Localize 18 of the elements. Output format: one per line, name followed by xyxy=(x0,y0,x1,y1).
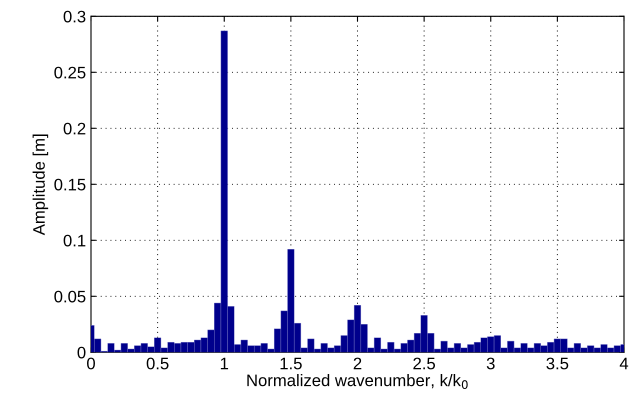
y-axis-title: Amplitude [m] xyxy=(32,134,48,236)
y-tick-label: 0.3 xyxy=(64,10,86,23)
x-tick-label: 2 xyxy=(354,358,362,370)
y-tick-label: 0.05 xyxy=(54,290,86,303)
y-tick-label: 0.2 xyxy=(64,122,86,135)
x-tick-label: 0 xyxy=(87,358,95,370)
y-tick-label: 0.15 xyxy=(54,178,86,191)
x-tick-label: 1.5 xyxy=(280,358,302,370)
y-tick-label: 0.25 xyxy=(54,66,86,79)
x-tick-label: 3 xyxy=(486,358,495,370)
x-tick-label: 4 xyxy=(620,358,628,370)
x-tick-label: 1 xyxy=(220,358,228,370)
x-tick-label: 0.5 xyxy=(146,358,169,370)
x-axis-title: Normalized wavenumber, k/k$_{0}$ xyxy=(247,374,468,389)
x-tick-label: 2.5 xyxy=(413,358,436,370)
y-tick-label: 0.1 xyxy=(64,234,86,247)
x-tick-label: 3.5 xyxy=(546,358,568,370)
y-tick-label: 0 xyxy=(78,346,86,359)
